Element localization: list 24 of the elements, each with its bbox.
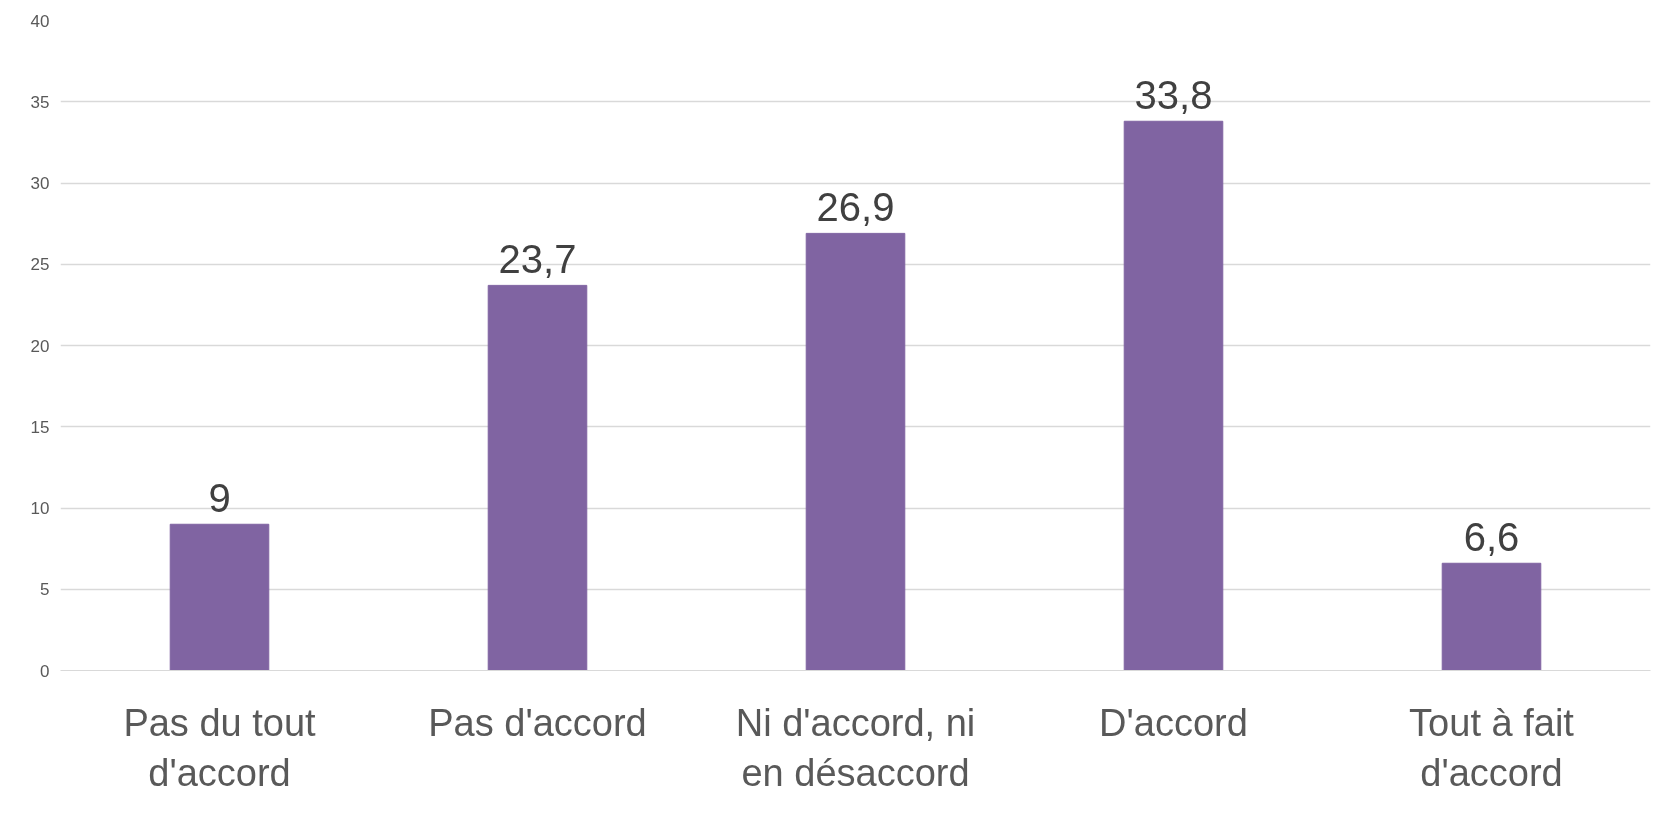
- data-label: 33,8: [1134, 73, 1213, 118]
- bar: [169, 523, 270, 671]
- bar: [487, 284, 588, 671]
- x-tick-label: Ni d'accord, ni en désaccord: [735, 701, 976, 794]
- y-tick-label: 20: [30, 336, 50, 356]
- data-label: 23,7: [498, 237, 577, 282]
- y-tick-label: 15: [30, 417, 50, 437]
- x-tick-label: Pas du tout d'accord: [123, 701, 317, 794]
- bar: [805, 232, 906, 671]
- x-tick-label: Pas d'accord: [428, 701, 647, 744]
- data-label: 6,6: [1463, 515, 1520, 560]
- bar: [1123, 120, 1224, 671]
- y-tick-label: 40: [30, 11, 50, 31]
- data-label: 9: [208, 476, 231, 521]
- y-tick-label: 25: [30, 255, 50, 275]
- x-tick-label: Tout à fait d'accord: [1409, 701, 1575, 794]
- y-tick-label: 30: [30, 174, 50, 193]
- data-label: 26,9: [816, 185, 895, 230]
- y-tick-label: 10: [30, 499, 50, 518]
- y-tick-label: 35: [30, 92, 50, 112]
- y-tick-label: 5: [40, 580, 50, 600]
- x-tick-label: D'accord: [1099, 701, 1248, 744]
- bar: [1441, 562, 1542, 671]
- y-tick-label: 0: [40, 661, 50, 681]
